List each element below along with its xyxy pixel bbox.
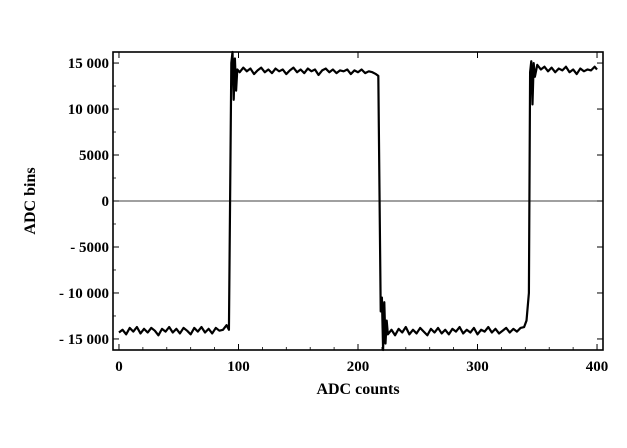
x-tick-label: 400 <box>586 359 609 375</box>
series-line-1 <box>118 50 598 352</box>
x-tick-label: 200 <box>347 359 370 375</box>
x-axis-title: ADC counts <box>316 381 399 398</box>
y-axis-title: ADC bins <box>22 167 39 234</box>
y-tick-label: 5000 <box>79 148 109 164</box>
x-tick-label: 0 <box>115 359 123 375</box>
x-tick-label: 100 <box>227 359 250 375</box>
y-tick-label: 0 <box>102 194 110 210</box>
y-tick-label: 15 000 <box>68 56 109 72</box>
y-tick-label: - 10 000 <box>59 286 109 302</box>
y-tick-label: - 5000 <box>70 240 109 256</box>
x-tick-label: 300 <box>466 359 489 375</box>
y-tick-label: 10 000 <box>68 102 109 118</box>
y-tick-label: - 15 000 <box>59 332 109 348</box>
